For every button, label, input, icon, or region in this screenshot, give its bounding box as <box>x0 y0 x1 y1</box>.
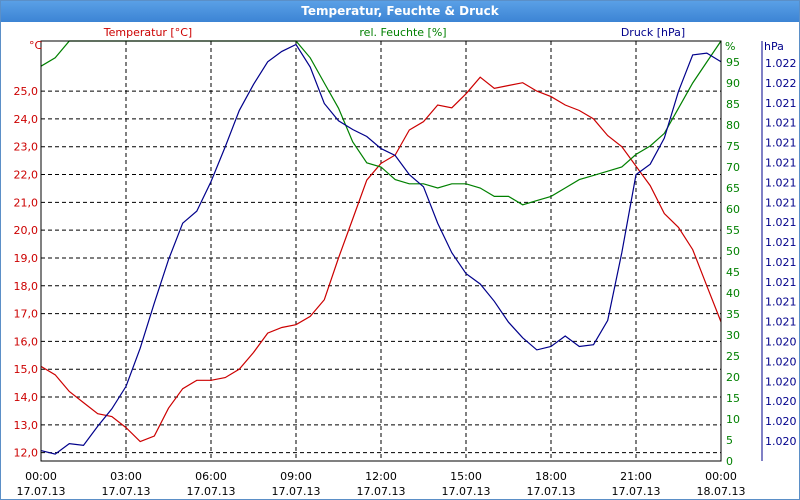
humidity-unit-label: % <box>725 40 735 53</box>
plot-background <box>2 23 799 499</box>
x-tick-time: 06:00 <box>195 470 227 483</box>
pressure-axis-title: Druck [hPa] <box>621 26 685 39</box>
pressure-tick-label: 1.021 <box>765 97 797 110</box>
temperature-tick-label: 17,0 <box>14 308 39 321</box>
humidity-tick-label: 20 <box>726 371 740 384</box>
humidity-tick-label: 95 <box>726 56 740 69</box>
humidity-tick-label: 65 <box>726 182 740 195</box>
humidity-tick-label: 25 <box>726 350 740 363</box>
pressure-tick-label: 1.021 <box>765 276 797 289</box>
pressure-tick-label: 1.020 <box>765 435 797 448</box>
x-tick-time: 09:00 <box>280 470 312 483</box>
humidity-tick-label: 5 <box>726 434 733 447</box>
x-tick-date: 18.07.13 <box>697 485 746 498</box>
humidity-tick-label: 85 <box>726 98 740 111</box>
window-title: Temperatur, Feuchte & Druck <box>1 1 799 22</box>
humidity-axis-title: rel. Feuchte [%] <box>359 26 446 39</box>
x-tick-time: 15:00 <box>450 470 482 483</box>
x-tick-date: 17.07.13 <box>102 485 151 498</box>
temperature-axis-title: Temperatur [°C] <box>103 26 192 39</box>
temperature-tick-label: 12,0 <box>14 447 39 460</box>
pressure-tick-label: 1.020 <box>765 395 797 408</box>
humidity-tick-label: 55 <box>726 224 740 237</box>
humidity-tick-label: 0 <box>726 455 733 468</box>
temperature-tick-label: 15,0 <box>14 363 39 376</box>
humidity-tick-label: 60 <box>726 203 740 216</box>
humidity-tick-label: 45 <box>726 266 740 279</box>
pressure-tick-label: 1.021 <box>765 117 797 130</box>
temperature-unit-label: °C <box>29 39 43 52</box>
pressure-tick-label: 1.021 <box>765 316 797 329</box>
x-tick-time: 00:00 <box>705 470 737 483</box>
temperature-tick-label: 14,0 <box>14 391 39 404</box>
humidity-tick-label: 10 <box>726 413 740 426</box>
pressure-tick-label: 1.022 <box>765 77 797 90</box>
x-tick-time: 18:00 <box>535 470 567 483</box>
pressure-tick-label: 1.021 <box>765 216 797 229</box>
pressure-tick-label: 1.021 <box>765 137 797 150</box>
x-tick-date: 17.07.13 <box>442 485 491 498</box>
temperature-tick-label: 16,0 <box>14 335 39 348</box>
humidity-tick-label: 80 <box>726 119 740 132</box>
humidity-tick-label: 90 <box>726 77 740 90</box>
x-tick-time: 03:00 <box>110 470 142 483</box>
temperature-tick-label: 20,0 <box>14 224 39 237</box>
pressure-line <box>40 43 722 455</box>
pressure-unit-label: hPa <box>764 40 784 53</box>
axes: 00:00 17.07.13 03:00 17.07.13 06:00 17.07.13 0… <box>14 40 797 498</box>
temperature-tick-label: 19,0 <box>14 252 39 265</box>
x-tick-date: 17.07.13 <box>527 485 576 498</box>
temperature-tick-label: 23,0 <box>14 141 39 154</box>
pressure-tick-label: 1.021 <box>765 156 797 169</box>
pressure-tick-label: 1.021 <box>765 256 797 269</box>
temperature-tick-label: 13,0 <box>14 419 39 432</box>
pressure-tick-label: 1.021 <box>765 176 797 189</box>
series-lines <box>40 40 722 455</box>
x-tick-time: 12:00 <box>365 470 397 483</box>
grid-lines <box>41 41 721 461</box>
x-tick-date: 17.07.13 <box>17 485 66 498</box>
pressure-tick-label: 1.020 <box>765 355 797 368</box>
pressure-tick-label: 1.021 <box>765 196 797 209</box>
x-tick-date: 17.07.13 <box>612 485 661 498</box>
temperature-tick-label: 25,0 <box>14 85 39 98</box>
humidity-tick-label: 40 <box>726 287 740 300</box>
temperature-tick-label: 24,0 <box>14 113 39 126</box>
plot-frame <box>40 40 722 462</box>
humidity-tick-label: 35 <box>726 308 740 321</box>
humidity-tick-label: 70 <box>726 161 740 174</box>
x-tick-date: 17.07.13 <box>187 485 236 498</box>
humidity-tick-label: 30 <box>726 329 740 342</box>
humidity-tick-label: 50 <box>726 245 740 258</box>
x-tick-date: 17.07.13 <box>272 485 321 498</box>
temperature-tick-label: 18,0 <box>14 280 39 293</box>
temperature-tick-label: 22,0 <box>14 169 39 182</box>
x-tick-time: 00:00 <box>25 470 57 483</box>
pressure-tick-label: 1.020 <box>765 336 797 349</box>
pressure-tick-label: 1.021 <box>765 296 797 309</box>
pressure-tick-label: 1.020 <box>765 415 797 428</box>
humidity-line <box>40 40 722 206</box>
x-tick-time: 21:00 <box>620 470 652 483</box>
pressure-tick-label: 1.021 <box>765 236 797 249</box>
pressure-tick-label: 1.022 <box>765 57 797 70</box>
x-tick-date: 17.07.13 <box>357 485 406 498</box>
temperature-tick-label: 21,0 <box>14 196 39 209</box>
humidity-tick-label: 15 <box>726 392 740 405</box>
temperature-line <box>40 76 722 443</box>
humidity-tick-label: 75 <box>726 140 740 153</box>
pressure-tick-label: 1.020 <box>765 375 797 388</box>
